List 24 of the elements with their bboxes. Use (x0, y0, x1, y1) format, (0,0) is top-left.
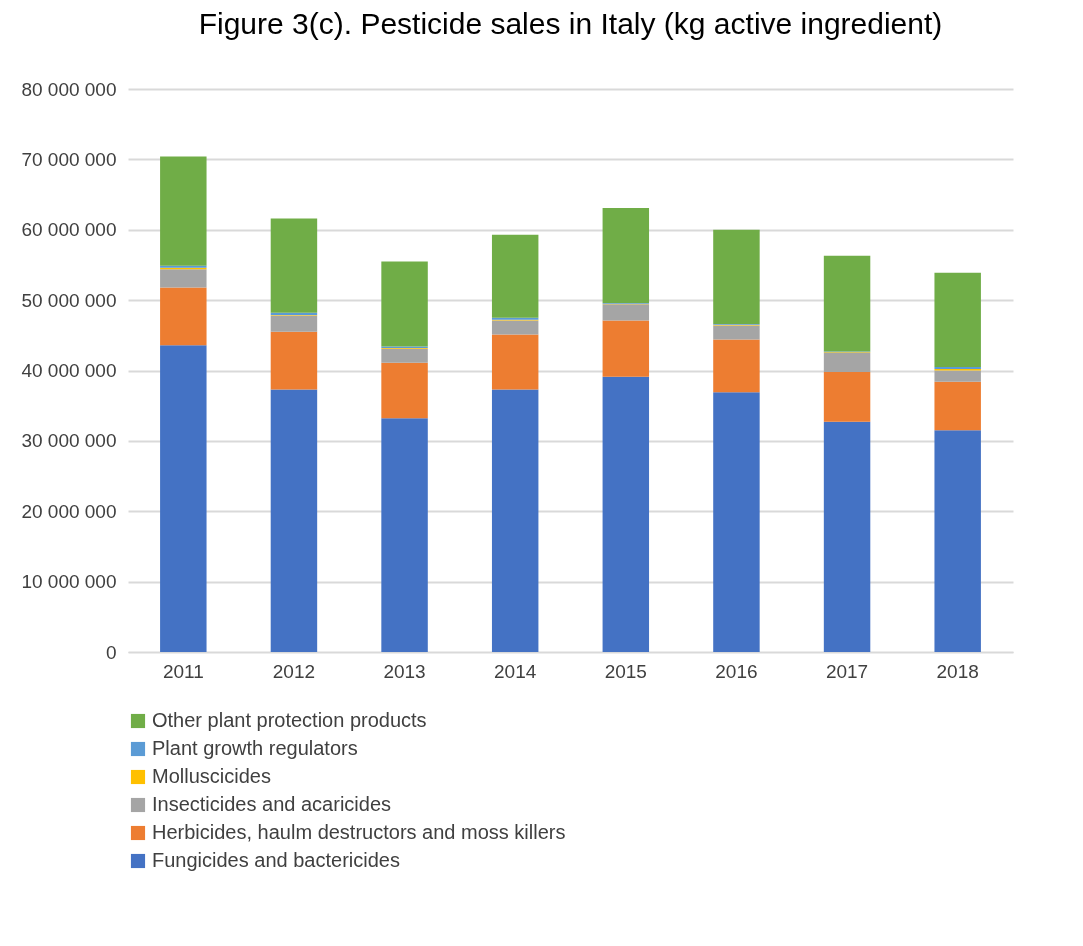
x-tick-label: 2012 (272, 660, 316, 682)
y-tick-label: 60 000 000 (21, 219, 117, 241)
x-tick-label: 2011 (162, 660, 204, 682)
legend-label: Other plant protection products (152, 709, 427, 731)
y-tick-label: 70 000 000 (21, 148, 117, 170)
legend-label: Herbicides, haulm destructors and moss killers (152, 821, 566, 843)
y-tick-label: 10 000 000 (21, 571, 117, 593)
legend-label: Molluscicides (152, 765, 271, 787)
x-tick-label: 2015 (604, 660, 647, 682)
y-tick-label: 50 000 000 (21, 289, 117, 311)
y-tick-label: 40 000 000 (21, 360, 117, 381)
x-tick-label: 2013 (383, 660, 426, 682)
y-tick-label: 80 000 000 (21, 78, 117, 100)
legend-label: Fungicides and bactericides (152, 849, 400, 871)
legend-label: Plant growth regulators (152, 737, 358, 759)
x-tick-label: 2014 (494, 660, 537, 682)
y-tick-label: 20 000 000 (21, 500, 117, 522)
x-tick-label: 2016 (715, 660, 758, 682)
y-tick-label: 0 (105, 641, 117, 663)
legend-label: Insecticides and acaricides (152, 793, 392, 815)
y-tick-label: 30 000 000 (21, 430, 117, 452)
x-tick-label: 2017 (825, 660, 869, 682)
chart-title: Figure 3(c). Pesticide sales in Italy (kg active ingredient) (198, 7, 943, 40)
x-tick-label: 2018 (936, 660, 979, 682)
